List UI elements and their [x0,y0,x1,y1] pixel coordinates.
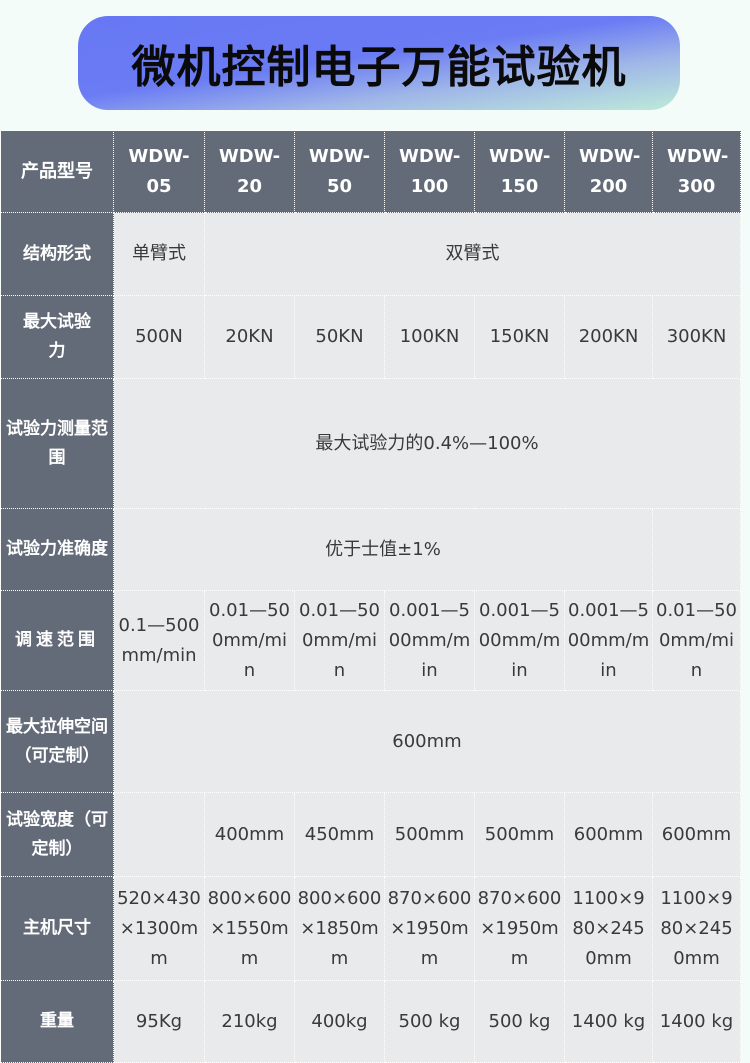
table-cell: 300KN [652,295,741,379]
table-row: 重量 95Kg 210kg 400kg 500 kg 500 kg 1400 k… [0,980,741,1063]
spec-table: 产品型号 WDW-05 WDW-20 WDW-50 WDW-100 WDW-15… [0,130,741,1063]
title-banner: 微机控制电子万能试验机 [78,16,680,110]
model-header: WDW-150 [474,130,565,213]
table-cell: 200KN [564,295,653,379]
table-cell: 450mm [294,792,385,877]
table-row: 最大拉伸空间（可定制） 600mm [0,690,741,793]
table-cell: 0.001—500mm/min [564,590,653,691]
model-header: WDW-05 [113,130,205,213]
table-cell: 600mm [113,690,741,793]
row-label: 最大拉伸空间（可定制） [0,690,114,793]
table-cell: 0.1—500mm/min [113,590,205,691]
table-cell: 500 kg [384,980,475,1063]
table-cell: 20KN [204,295,295,379]
table-cell: 最大试验力的0.4%—100% [113,378,741,509]
table-cell: 210kg [204,980,295,1063]
table-row: 主机尺寸 520×430×1300mm 800×600×1550mm 800×6… [0,876,741,981]
model-header: WDW-100 [384,130,475,213]
table-cell [652,508,741,591]
row-label: 试验力测量范围 [0,378,114,509]
table-row: 结构形式 单臂式 双臂式 [0,212,741,296]
table-cell: 520×430×1300mm [113,876,205,981]
row-label: 试验宽度（可定制） [0,792,114,877]
table-cell: 95Kg [113,980,205,1063]
table-cell: 0.01—500mm/min [294,590,385,691]
table-cell: 优于士值±1% [113,508,653,591]
table-cell: 0.001—500mm/min [474,590,565,691]
table-cell: 500mm [384,792,475,877]
page-title: 微机控制电子万能试验机 [131,42,627,93]
table-cell: 100KN [384,295,475,379]
table-cell: 500mm [474,792,565,877]
row-label: 重量 [0,980,114,1063]
table-cell: 1100×980×2450mm [564,876,653,981]
row-label: 调速范围 [0,590,114,691]
model-header: WDW-200 [564,130,653,213]
table-cell: 800×600×1850mm [294,876,385,981]
table-cell: 0.001—500mm/min [384,590,475,691]
table-cell: 600mm [652,792,741,877]
row-label: 最大试验力 [0,295,114,379]
table-cell: 1100×980×2450mm [652,876,741,981]
model-header: WDW-300 [652,130,741,213]
row-label: 主机尺寸 [0,876,114,981]
model-header: WDW-20 [204,130,295,213]
header-row: 产品型号 WDW-05 WDW-20 WDW-50 WDW-100 WDW-15… [0,130,741,213]
table-cell: 400mm [204,792,295,877]
table-cell: 150KN [474,295,565,379]
table-cell: 800×600×1550mm [204,876,295,981]
table-cell [113,792,205,877]
table-cell: 870×600×1950mm [474,876,565,981]
table-row: 调速范围 0.1—500mm/min 0.01—500mm/min 0.01—5… [0,590,741,691]
table-cell: 0.01—500mm/min [204,590,295,691]
table-row: 试验力测量范围 最大试验力的0.4%—100% [0,378,741,509]
table-cell: 1400 kg [564,980,653,1063]
table-cell: 870×600×1950mm [384,876,475,981]
row-label: 结构形式 [0,212,114,296]
table-row: 试验力准确度 优于士值±1% [0,508,741,591]
table-row: 最大试验力 500N 20KN 50KN 100KN 150KN 200KN 3… [0,295,741,379]
table-cell: 500N [113,295,205,379]
table-cell: 600mm [564,792,653,877]
table-cell: 单臂式 [113,212,205,296]
table-cell: 双臂式 [204,212,741,296]
table-cell: 500 kg [474,980,565,1063]
table-cell: 50KN [294,295,385,379]
row-label: 试验力准确度 [0,508,114,591]
table-row: 试验宽度（可定制） 400mm 450mm 500mm 500mm 600mm … [0,792,741,877]
header-label: 产品型号 [0,130,114,213]
model-header: WDW-50 [294,130,385,213]
table-cell: 1400 kg [652,980,741,1063]
table-cell: 400kg [294,980,385,1063]
table-cell: 0.01—500mm/min [652,590,741,691]
